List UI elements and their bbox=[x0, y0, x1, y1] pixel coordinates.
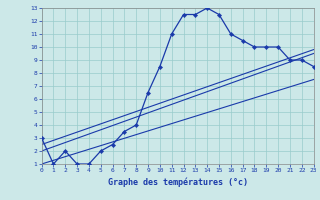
X-axis label: Graphe des températures (°c): Graphe des températures (°c) bbox=[108, 177, 248, 187]
